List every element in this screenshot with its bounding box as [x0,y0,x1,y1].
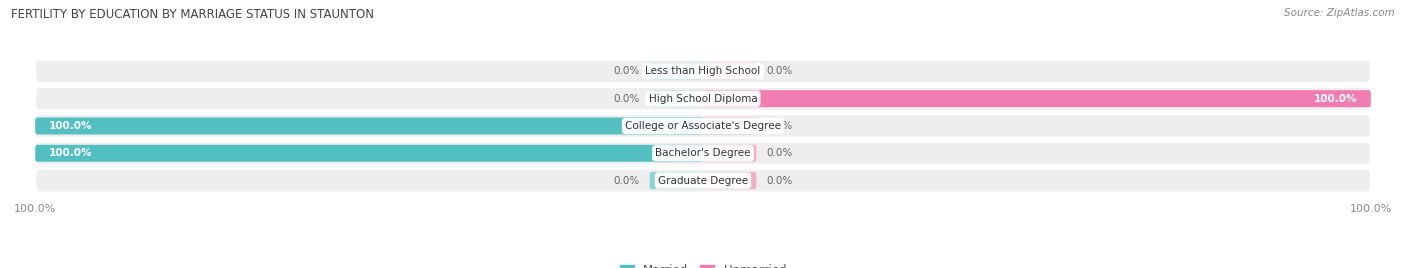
FancyBboxPatch shape [703,145,756,162]
FancyBboxPatch shape [703,172,756,189]
FancyBboxPatch shape [35,117,703,135]
FancyBboxPatch shape [703,63,756,80]
FancyBboxPatch shape [35,169,1371,192]
FancyBboxPatch shape [650,63,703,80]
Text: Graduate Degree: Graduate Degree [658,176,748,185]
FancyBboxPatch shape [35,145,703,162]
Text: 100.0%: 100.0% [1315,94,1358,104]
FancyBboxPatch shape [703,90,1371,107]
Legend: Married, Unmarried: Married, Unmarried [614,260,792,268]
Text: 0.0%: 0.0% [766,176,793,185]
Text: 0.0%: 0.0% [766,66,793,76]
FancyBboxPatch shape [35,87,1371,110]
FancyBboxPatch shape [35,114,1371,138]
Text: 0.0%: 0.0% [766,121,793,131]
FancyBboxPatch shape [650,172,703,189]
FancyBboxPatch shape [35,59,1371,83]
Text: 0.0%: 0.0% [766,148,793,158]
Text: Bachelor's Degree: Bachelor's Degree [655,148,751,158]
FancyBboxPatch shape [35,142,1371,165]
FancyBboxPatch shape [703,117,756,135]
Text: 0.0%: 0.0% [613,94,640,104]
Text: Source: ZipAtlas.com: Source: ZipAtlas.com [1284,8,1395,18]
Text: 100.0%: 100.0% [48,121,91,131]
Text: College or Associate's Degree: College or Associate's Degree [626,121,780,131]
Text: 0.0%: 0.0% [613,66,640,76]
Text: FERTILITY BY EDUCATION BY MARRIAGE STATUS IN STAUNTON: FERTILITY BY EDUCATION BY MARRIAGE STATU… [11,8,374,21]
FancyBboxPatch shape [650,90,703,107]
Text: 100.0%: 100.0% [48,148,91,158]
Text: 0.0%: 0.0% [613,176,640,185]
Text: High School Diploma: High School Diploma [648,94,758,104]
Text: Less than High School: Less than High School [645,66,761,76]
